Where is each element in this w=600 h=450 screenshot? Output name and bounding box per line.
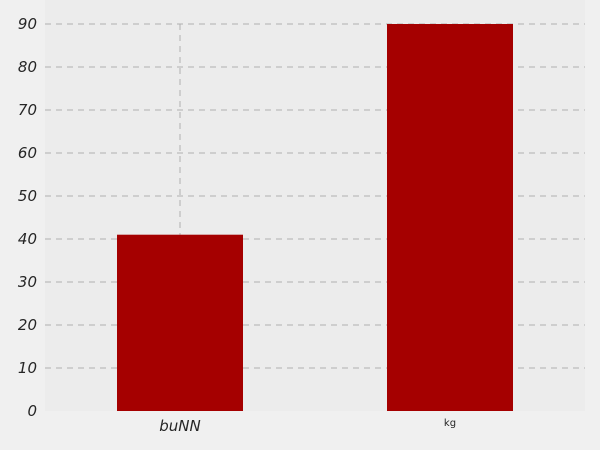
x-axis-ticks: buNN kg <box>159 417 456 435</box>
y-tick-label: 80 <box>18 58 37 76</box>
y-tick-label: 90 <box>18 15 37 33</box>
y-tick-label: 10 <box>18 359 37 377</box>
y-tick-label: 20 <box>18 316 37 334</box>
bars <box>117 24 513 411</box>
y-tick-label: 50 <box>18 187 37 205</box>
y-tick-label: 30 <box>18 273 37 291</box>
y-tick-label: 40 <box>18 230 37 248</box>
y-tick-label: 60 <box>18 144 37 162</box>
y-tick-label: 70 <box>18 101 37 119</box>
y-axis-ticks: 0 10 20 30 40 50 60 70 80 90 <box>18 15 37 420</box>
bar-kg <box>387 24 513 411</box>
x-tick-label-kg: kg <box>444 418 456 429</box>
bar-bunn <box>117 234 243 411</box>
x-tick-label-bunn: buNN <box>159 417 200 435</box>
y-tick-label: 0 <box>27 402 37 420</box>
